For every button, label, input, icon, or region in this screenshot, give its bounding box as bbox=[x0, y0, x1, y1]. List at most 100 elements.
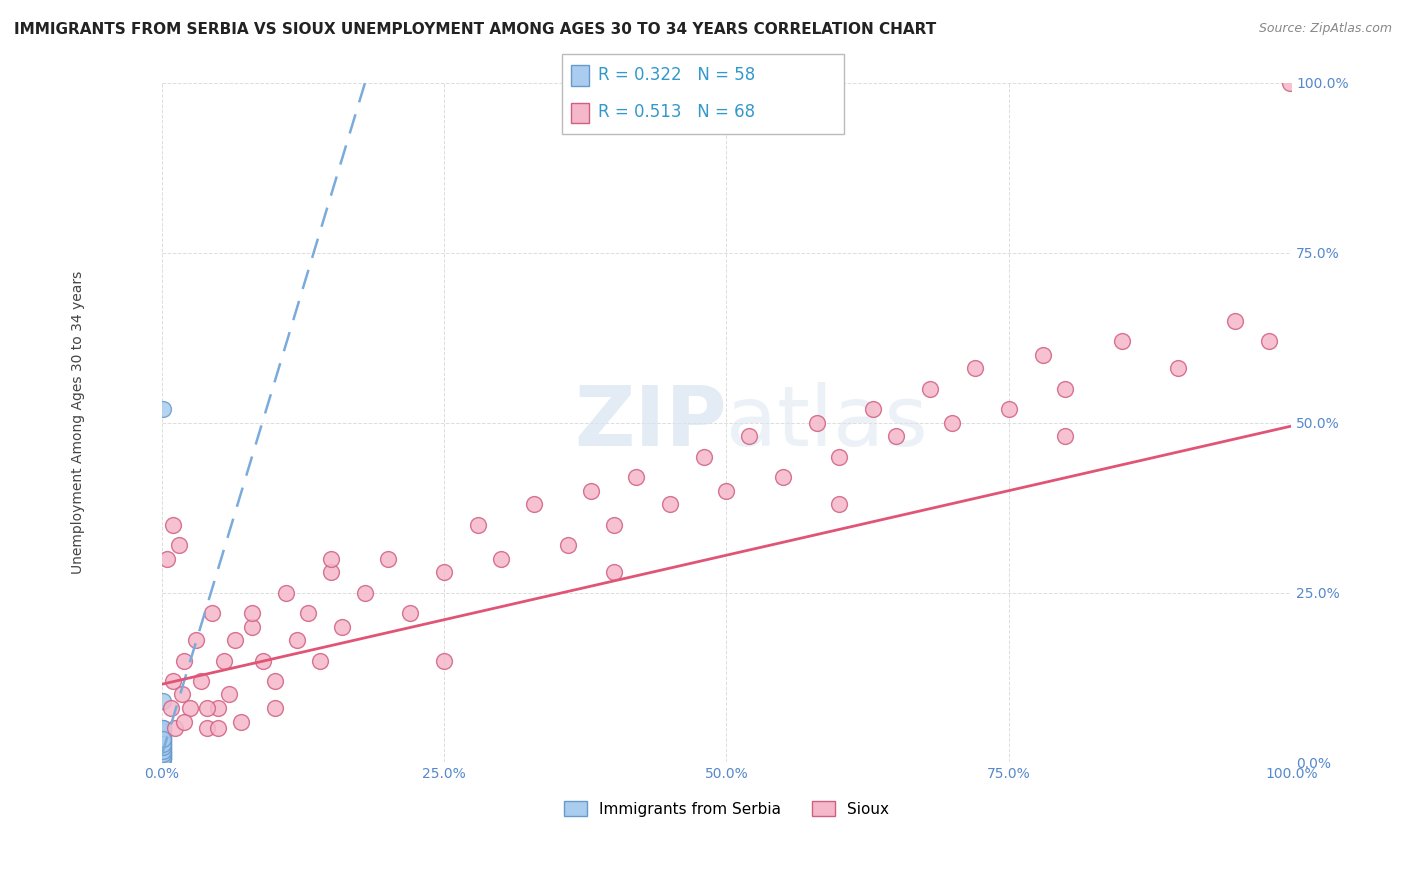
Point bbox=[152, 750, 174, 764]
Point bbox=[963, 361, 986, 376]
Point bbox=[159, 701, 181, 715]
Point bbox=[1054, 382, 1077, 396]
Point bbox=[152, 747, 174, 762]
Point bbox=[229, 714, 252, 729]
Point bbox=[170, 688, 193, 702]
Point bbox=[152, 728, 174, 742]
Point bbox=[489, 551, 512, 566]
Point bbox=[152, 742, 174, 756]
Text: ZIP: ZIP bbox=[574, 382, 727, 463]
Point bbox=[152, 726, 174, 740]
Point bbox=[433, 565, 456, 579]
Point bbox=[152, 724, 174, 739]
Point bbox=[152, 747, 174, 762]
Point bbox=[240, 606, 263, 620]
Point bbox=[152, 747, 174, 762]
Point bbox=[152, 721, 174, 735]
Point bbox=[218, 688, 240, 702]
Point bbox=[263, 701, 285, 715]
Point bbox=[152, 737, 174, 751]
Point bbox=[207, 722, 229, 736]
Point bbox=[274, 585, 297, 599]
Point bbox=[285, 633, 308, 648]
Point bbox=[152, 744, 174, 758]
Point bbox=[179, 701, 201, 715]
Point bbox=[152, 745, 174, 759]
Point bbox=[152, 750, 174, 764]
Text: IMMIGRANTS FROM SERBIA VS SIOUX UNEMPLOYMENT AMONG AGES 30 TO 34 YEARS CORRELATI: IMMIGRANTS FROM SERBIA VS SIOUX UNEMPLOY… bbox=[14, 22, 936, 37]
Point bbox=[557, 538, 579, 552]
Point bbox=[152, 739, 174, 753]
Point bbox=[1032, 348, 1054, 362]
Point bbox=[195, 701, 218, 715]
Point bbox=[828, 497, 851, 511]
Point bbox=[152, 738, 174, 752]
Point bbox=[806, 416, 828, 430]
Point bbox=[152, 744, 174, 758]
Point bbox=[828, 450, 851, 464]
Point bbox=[152, 752, 174, 766]
Point bbox=[162, 517, 184, 532]
Point bbox=[523, 497, 546, 511]
Point bbox=[659, 497, 682, 511]
Point bbox=[224, 633, 246, 648]
Point bbox=[152, 751, 174, 765]
Point bbox=[152, 728, 174, 742]
Point bbox=[156, 551, 179, 566]
Point bbox=[918, 382, 941, 396]
Legend: Immigrants from Serbia, Sioux: Immigrants from Serbia, Sioux bbox=[558, 795, 896, 822]
Point bbox=[152, 731, 174, 745]
Point bbox=[152, 736, 174, 750]
Point bbox=[716, 483, 738, 498]
Point bbox=[1257, 334, 1279, 348]
Point bbox=[152, 694, 174, 708]
Point bbox=[399, 606, 422, 620]
Point bbox=[354, 585, 377, 599]
Point bbox=[152, 748, 174, 763]
Point bbox=[152, 402, 174, 417]
Point bbox=[579, 483, 602, 498]
Point bbox=[190, 673, 212, 688]
Point bbox=[1167, 361, 1189, 376]
Point bbox=[602, 517, 624, 532]
Point bbox=[152, 731, 174, 745]
Point bbox=[152, 750, 174, 764]
Point bbox=[162, 673, 184, 688]
Text: R = 0.513   N = 68: R = 0.513 N = 68 bbox=[598, 103, 755, 121]
Point bbox=[152, 733, 174, 747]
Point bbox=[693, 450, 716, 464]
Point bbox=[152, 728, 174, 742]
Point bbox=[152, 735, 174, 749]
Point bbox=[884, 429, 907, 443]
Point bbox=[207, 701, 229, 715]
Point bbox=[152, 731, 174, 746]
Point bbox=[152, 728, 174, 742]
Point bbox=[332, 619, 354, 633]
Point bbox=[152, 752, 174, 766]
Point bbox=[152, 739, 174, 754]
Point bbox=[152, 752, 174, 766]
Point bbox=[377, 551, 399, 566]
Point bbox=[1054, 429, 1077, 443]
Point bbox=[624, 470, 647, 484]
Point bbox=[152, 733, 174, 747]
Point bbox=[165, 722, 187, 736]
Point bbox=[152, 747, 174, 762]
Point bbox=[152, 731, 174, 746]
Point bbox=[319, 551, 342, 566]
Point bbox=[173, 714, 195, 729]
Point bbox=[308, 653, 330, 667]
Point bbox=[467, 517, 489, 532]
Point bbox=[297, 606, 319, 620]
Point bbox=[1223, 314, 1246, 328]
Point bbox=[184, 633, 207, 648]
Point bbox=[152, 739, 174, 753]
Point bbox=[152, 745, 174, 759]
Point bbox=[152, 729, 174, 743]
Point bbox=[152, 739, 174, 753]
Point bbox=[152, 745, 174, 759]
Point bbox=[433, 653, 456, 667]
Point bbox=[602, 565, 624, 579]
Point bbox=[252, 653, 274, 667]
Point bbox=[862, 402, 884, 417]
